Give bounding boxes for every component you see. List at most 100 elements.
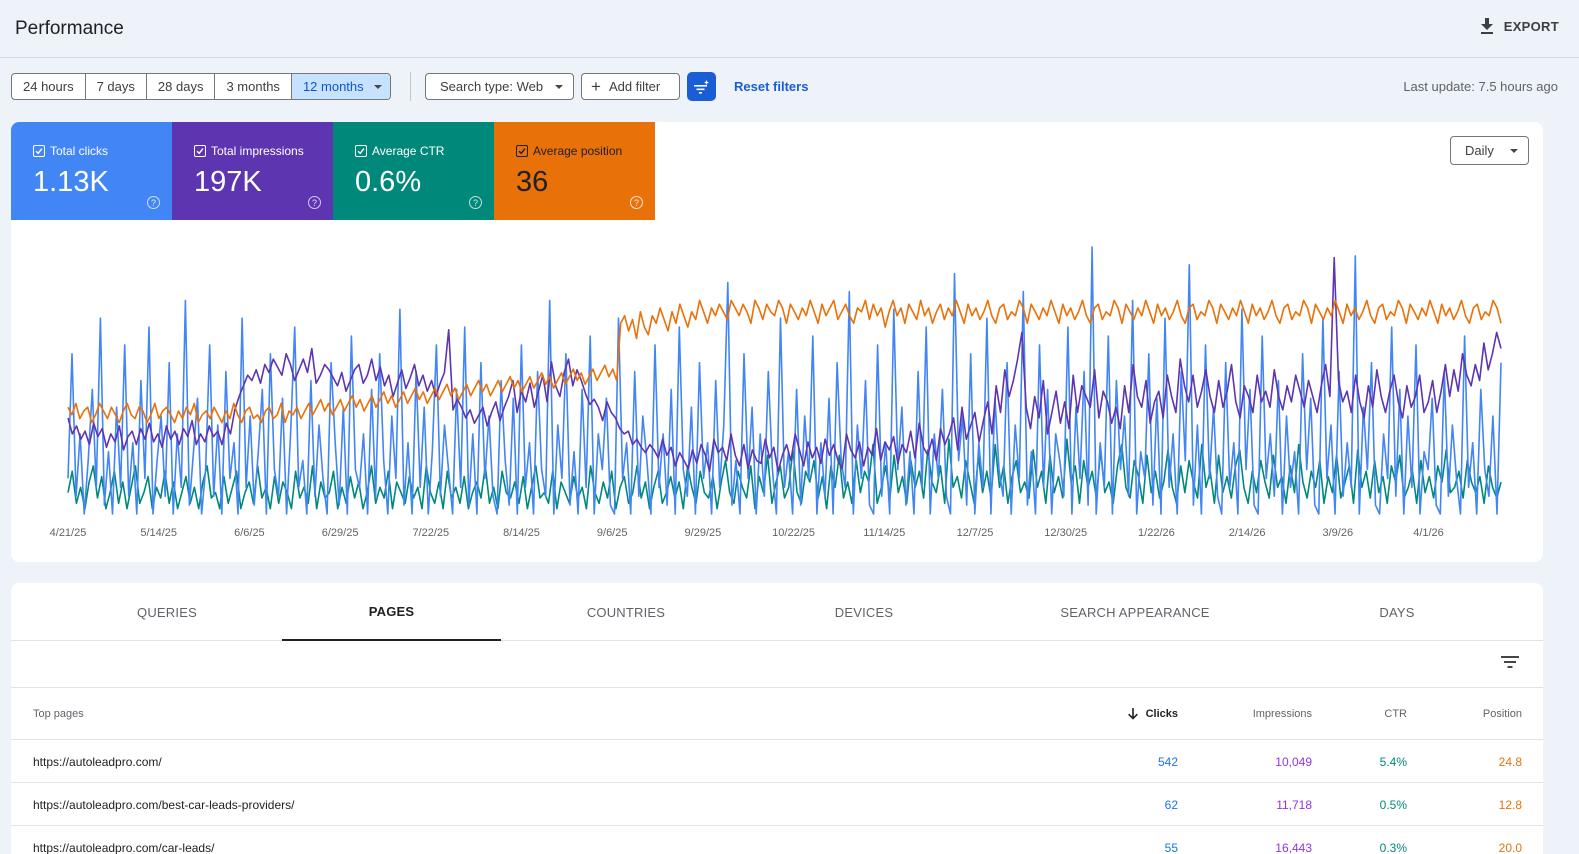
metric-value: 1.13K [33,166,109,198]
metric-card-total-impressions[interactable]: Total impressions 197K ? [172,122,333,220]
page-url[interactable]: https://autoleadpro.com/best-car-leads-p… [33,797,295,812]
series-line-average-position [67,299,1502,424]
checkbox-checked-icon[interactable] [355,145,367,157]
performance-chart-card: 4/21/25 5/14/25 6/6/25 6/29/25 7/22/25 8/14/2… [11,122,1543,562]
date-range-24-hours[interactable]: 24 hours [12,74,86,99]
page-url[interactable]: https://autoleadpro.com/car-leads/ [33,840,215,854]
column-header-clicks[interactable]: Clicks [1127,688,1178,740]
x-tick-label: 10/22/25 [772,527,815,539]
ctr-value: 0.3% [1379,840,1407,854]
search-type-dropdown[interactable]: Search type: Web [425,73,574,100]
x-tick-label: 4/21/25 [50,527,87,539]
metric-label: Total clicks [50,144,109,158]
x-tick-label: 6/29/25 [322,527,359,539]
x-tick-label: 5/14/25 [140,527,177,539]
tab-days[interactable]: DAYS [1379,604,1415,620]
x-tick-label: 2/14/26 [1229,527,1266,539]
x-tick-label: 4/1/26 [1413,527,1444,539]
tab-pages[interactable]: PAGES [282,583,501,641]
date-range-12-months[interactable]: 12 months [291,74,390,99]
metric-value: 0.6% [355,166,422,198]
clicks-value: 55 [1164,840,1178,854]
metric-value: 197K [194,166,262,198]
tab-devices[interactable]: DEVICES [834,604,894,620]
table-header: Top pages Clicks Impressions CTR Positio… [11,688,1543,740]
x-tick-label: 8/14/25 [503,527,540,539]
table-row[interactable]: https://autoleadpro.com/car-leads/ 55 16… [11,826,1543,854]
impressions-value: 16,443 [1275,840,1312,854]
reset-filters-link[interactable]: Reset filters [734,79,809,94]
date-range-group: 24 hours 7 days 28 days 3 months 12 mont… [11,73,391,100]
page-header: Performance EXPORT [0,0,1579,58]
date-range-12-months-label: 12 months [302,79,364,94]
page-title: Performance [15,18,124,39]
date-range-3-months[interactable]: 3 months [215,74,292,99]
filter-settings-button[interactable] [687,72,716,101]
arrow-down-icon [1127,708,1138,720]
checkbox-checked-icon[interactable] [516,145,528,157]
help-icon[interactable]: ? [308,196,321,209]
filter-sparkle-icon [693,79,709,94]
column-header-impressions[interactable]: Impressions [1252,708,1312,720]
series-line-total-impressions [67,256,1502,473]
metric-label: Average position [533,144,623,158]
x-tick-label: 12/30/25 [1044,527,1087,539]
table-row[interactable]: https://autoleadpro.com/best-car-leads-p… [11,783,1543,826]
metric-card-average-ctr[interactable]: Average CTR 0.6% ? [333,122,494,220]
tab-countries[interactable]: COUNTRIES [586,604,666,620]
x-tick-label: 3/9/26 [1323,527,1354,539]
granularity-label: Daily [1465,143,1494,158]
clicks-value: 62 [1164,797,1178,812]
series-line-total-clicks [67,246,1502,515]
export-label: EXPORT [1503,18,1559,34]
help-icon[interactable]: ? [469,196,482,209]
column-header-clicks-label: Clicks [1145,708,1178,720]
granularity-dropdown[interactable]: Daily [1450,136,1529,165]
page-url[interactable]: https://autoleadpro.com/ [33,754,162,769]
x-tick-label: 9/29/25 [685,527,722,539]
report-table-card: QUERIES PAGES COUNTRIES DEVICES SEARCH A… [11,583,1543,854]
clicks-value: 542 [1157,754,1178,769]
position-value: 24.8 [1498,754,1522,769]
caret-down-icon [1509,148,1518,153]
column-header-position[interactable]: Position [1482,708,1522,720]
help-icon[interactable]: ? [147,196,160,209]
x-tick-label: 7/22/25 [412,527,449,539]
metric-card-average-position[interactable]: Average position 36 ? [494,122,655,220]
x-tick-label: 6/6/25 [234,527,265,539]
add-filter-label: Add filter [608,79,661,94]
table-row[interactable]: https://autoleadpro.com/ 542 10,049 5.4%… [11,740,1543,783]
column-header-ctr[interactable]: CTR [1384,708,1407,720]
ctr-value: 5.4% [1379,754,1407,769]
metric-label: Average CTR [372,144,445,158]
tab-queries[interactable]: QUERIES [137,604,197,620]
metric-label: Total impressions [211,144,304,158]
table-filter-row [11,641,1543,688]
caret-down-icon [555,84,564,89]
position-value: 20.0 [1498,840,1522,854]
export-button[interactable]: EXPORT [1480,18,1559,34]
download-icon [1480,18,1493,34]
x-tick-label: 11/14/25 [863,527,905,539]
position-value: 12.8 [1498,797,1522,812]
divider [410,72,411,101]
report-tabs: QUERIES PAGES COUNTRIES DEVICES SEARCH A… [11,583,1543,641]
column-header-top-pages: Top pages [33,708,84,720]
tab-search-appearance[interactable]: SEARCH APPEARANCE [1060,604,1210,620]
date-range-28-days[interactable]: 28 days [147,74,216,99]
add-filter-button[interactable]: + Add filter [581,73,680,100]
performance-line-chart: 4/21/25 5/14/25 6/6/25 6/29/25 7/22/25 8/14/2… [50,246,1502,539]
impressions-value: 10,049 [1275,754,1312,769]
x-tick-label: 9/6/25 [597,527,628,539]
date-range-7-days[interactable]: 7 days [86,74,147,99]
metric-value: 36 [516,166,549,198]
help-icon[interactable]: ? [630,196,643,209]
ctr-value: 0.5% [1379,797,1407,812]
checkbox-checked-icon[interactable] [33,145,45,157]
x-tick-label: 12/7/25 [957,527,994,539]
checkbox-checked-icon[interactable] [194,145,206,157]
filter-list-icon[interactable] [1501,655,1519,669]
impressions-value: 11,718 [1276,797,1312,812]
plus-icon: + [591,77,601,96]
metric-card-total-clicks[interactable]: Total clicks 1.13K ? [11,122,172,220]
